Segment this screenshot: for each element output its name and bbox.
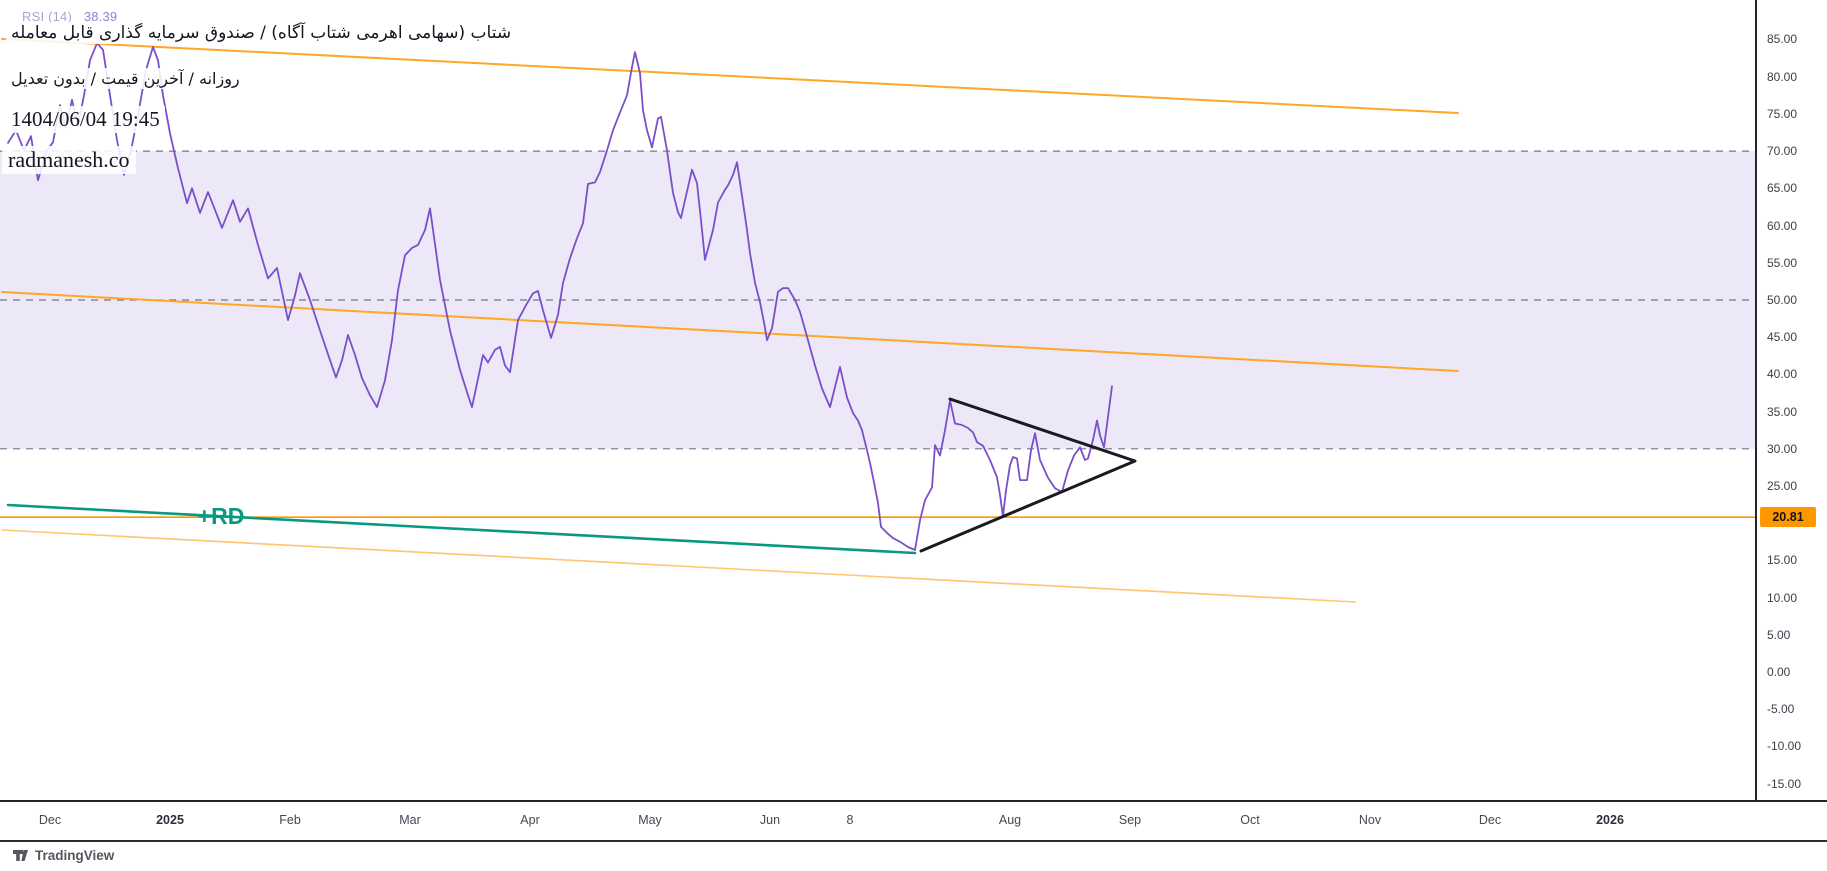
price-tick: 15.00 bbox=[1767, 553, 1798, 567]
trendline-channel-upper[interactable] bbox=[1, 38, 1459, 114]
price-tick: 10.00 bbox=[1767, 591, 1798, 605]
time-label-apr: Apr bbox=[520, 813, 540, 827]
time-label-may: May bbox=[638, 813, 662, 827]
time-label-8: 8 bbox=[846, 813, 854, 827]
tradingview-logo-icon[interactable] bbox=[12, 847, 29, 864]
footer-divider bbox=[0, 840, 1827, 842]
price-tick: 75.00 bbox=[1767, 107, 1798, 121]
price-tick: 80.00 bbox=[1767, 70, 1798, 84]
rd-label[interactable]: +RD bbox=[198, 503, 245, 529]
footer: TradingView bbox=[12, 847, 114, 864]
price-tick: 0.00 bbox=[1767, 665, 1791, 679]
time-label-sep: Sep bbox=[1118, 813, 1142, 827]
time-label-2025: 2025 bbox=[156, 813, 184, 827]
price-tick: 50.00 bbox=[1767, 293, 1798, 307]
price-tick: 30.00 bbox=[1767, 442, 1798, 456]
time-label-mar: Mar bbox=[399, 813, 421, 827]
time-label-jun: Jun bbox=[759, 813, 781, 827]
tradingview-brand[interactable]: TradingView bbox=[35, 848, 115, 863]
symbol-title: شتاب (سهامی اهرمی شتاب آگاه) / صندوق سرم… bbox=[6, 22, 517, 44]
indicator-value: 38.39 bbox=[83, 9, 118, 24]
pennant-pattern[interactable] bbox=[919, 397, 1137, 553]
last-price-badge: 20.81 bbox=[1760, 507, 1816, 527]
price-tick: 70.00 bbox=[1767, 144, 1798, 158]
price-tick: 5.00 bbox=[1767, 628, 1791, 642]
price-tick: 60.00 bbox=[1767, 219, 1798, 233]
indicator-name: RSI bbox=[22, 9, 45, 24]
price-tick: 35.00 bbox=[1767, 405, 1798, 419]
trendline-rd-support[interactable] bbox=[6, 503, 917, 555]
time-label-oct: Oct bbox=[1240, 813, 1260, 827]
price-axis[interactable]: 20.81 85.00 80.00 75.00 70.00 65.00 60.00 55.0… bbox=[1755, 0, 1827, 800]
price-tick: 55.00 bbox=[1767, 256, 1798, 270]
price-tick: 40.00 bbox=[1767, 367, 1798, 381]
time-label-aug: Aug bbox=[998, 813, 1022, 827]
price-tick: -15.00 bbox=[1767, 777, 1802, 791]
price-tick: 85.00 bbox=[1767, 32, 1798, 46]
time-label-feb: Feb bbox=[279, 813, 301, 827]
price-tick: -10.00 bbox=[1767, 739, 1802, 753]
time-label-2026: 2026 bbox=[1596, 813, 1624, 827]
trendline-channel-lower[interactable] bbox=[1, 529, 1356, 603]
price-tick: 45.00 bbox=[1767, 330, 1798, 344]
chart-datetime: 1404/06/04 19:45 bbox=[6, 106, 165, 133]
price-tick: -5.00 bbox=[1767, 702, 1795, 716]
chart-interval-subtitle: روزانه / آخرین قیمت / بدون تعدیل bbox=[6, 68, 245, 89]
time-label-dec: Dec bbox=[1478, 813, 1502, 827]
indicator-params: (14) bbox=[48, 9, 73, 24]
time-label-nov: Nov bbox=[1358, 813, 1382, 827]
indicator-legend[interactable]: RSI (14) 38.39 bbox=[18, 8, 122, 25]
time-axis[interactable]: Dec 2025 Feb Mar Apr May Jun 8 Aug Sep Oct Nov Dec 20… bbox=[0, 800, 1827, 840]
rsi-line[interactable] bbox=[7, 42, 1113, 551]
trendline-channel-middle[interactable] bbox=[1, 291, 1459, 372]
rsi-plot-pane[interactable]: +RD bbox=[0, 0, 1755, 800]
price-tick: 25.00 bbox=[1767, 479, 1798, 493]
watermark: radmanesh.co bbox=[2, 146, 136, 174]
price-tick: 65.00 bbox=[1767, 181, 1798, 195]
time-label-dec: Dec bbox=[38, 813, 62, 827]
